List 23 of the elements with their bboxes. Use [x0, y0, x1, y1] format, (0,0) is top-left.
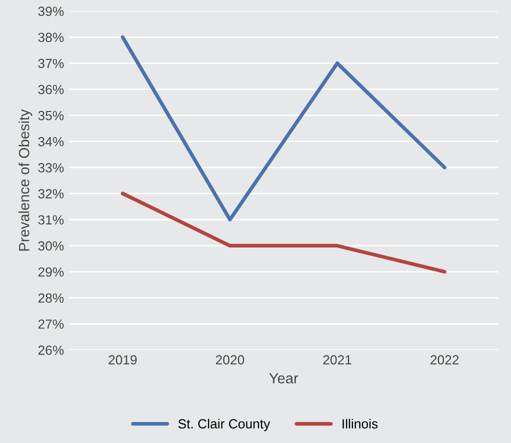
y-tick-label: 32% — [38, 189, 64, 198]
y-tick-label: 36% — [38, 84, 64, 94]
y-tick-label: 31% — [38, 215, 64, 225]
y-tick-label: 28% — [38, 293, 64, 303]
legend-label: Illinois — [342, 418, 378, 429]
legend-label: St. Clair County — [178, 418, 270, 432]
y-tick-label: 26% — [38, 346, 64, 355]
y-tick-label: 35% — [38, 110, 64, 120]
x-axis-title: Year — [269, 373, 298, 384]
y-tick-label: 34% — [38, 136, 64, 146]
y-axis-title: Prevalence of Obesity — [18, 109, 32, 251]
x-tick-label: 2021 — [323, 355, 352, 365]
x-tick-label: 2019 — [108, 355, 137, 365]
y-tick-label: 30% — [38, 241, 64, 251]
y-tick-label: 27% — [38, 319, 64, 329]
x-tick-label: 2020 — [216, 355, 244, 365]
y-tick-label: 37% — [38, 58, 64, 68]
y-tick-label: 38% — [38, 32, 64, 42]
y-tick-label: 33% — [38, 163, 64, 172]
y-tick-label: 29% — [38, 267, 64, 277]
y-tick-label: 39% — [38, 6, 64, 16]
x-tick-label: 2022 — [430, 355, 459, 365]
line-series — [120, 35, 446, 222]
